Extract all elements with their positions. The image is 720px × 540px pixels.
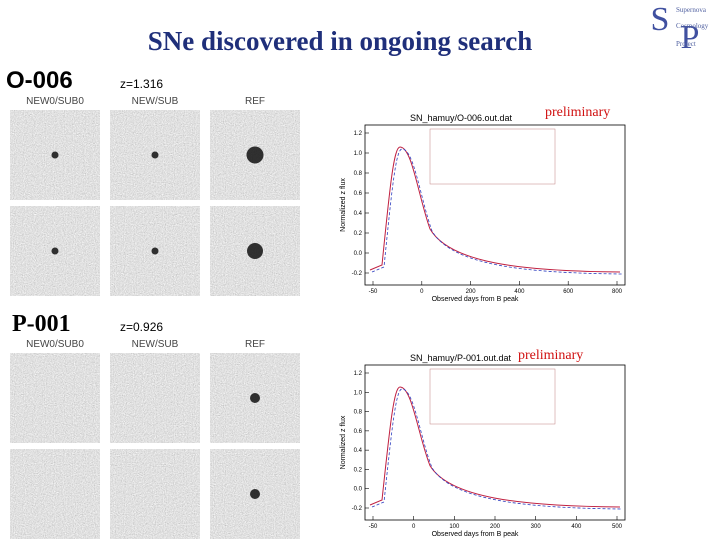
x-tick-label: 400 [571,524,582,530]
y-tick-label: 1.0 [354,151,363,157]
x-axis-label: Observed days from B peak [432,296,519,303]
y-tick-label: 0.6 [354,429,363,435]
x-tick-label: 100 [449,524,460,530]
x-tick-label: 200 [466,289,477,295]
source [250,489,260,499]
y-tick-label: 0.6 [354,191,363,197]
y-tick-label: 0.0 [354,251,363,257]
y-tick-label: 0.4 [354,448,363,454]
logo-mark: P [681,19,700,56]
y-tick-label: 1.2 [354,371,363,377]
fit-curve [371,148,623,275]
y-axis-label: Normalized z flux [340,178,347,232]
x-tick-label: 600 [563,289,574,295]
fit-curve [369,146,621,273]
x-tick-label: 0 [420,289,424,295]
y-tick-label: 1.0 [354,390,363,396]
y-tick-label: -0.2 [352,271,363,277]
redshift: z=1.316 [120,77,163,91]
x-tick-label: -50 [369,289,378,295]
preliminary-stamp: preliminary [518,348,583,363]
logo-word: Cosmology [676,22,709,30]
thumbnail [110,353,200,443]
x-tick-label: -50 [369,524,378,530]
x-tick-label: 200 [490,524,501,530]
column-label: NEW0/SUB0 [26,339,84,350]
column-label: NEW0/SUB0 [26,96,84,107]
column-label: REF [245,339,265,350]
x-tick-label: 0 [412,524,416,530]
logo-word: Supernova [676,6,707,14]
x-tick-label: 500 [612,524,623,530]
y-tick-label: 0.8 [354,410,363,416]
source [247,243,263,259]
preliminary-stamp: preliminary [545,105,610,120]
y-tick-label: 0.8 [354,171,363,177]
logo: S P Supernova Cosmology Project [651,1,709,56]
fit-curve [369,386,621,508]
plot-title: SN_hamuy/P-001.out.dat [410,353,512,363]
source [151,151,159,159]
legend-box [429,368,556,425]
sn-name: O-006 [6,67,73,94]
logo-mark: S [651,1,670,38]
redshift: z=0.926 [120,320,163,334]
y-tick-label: 0.2 [354,231,363,237]
column-label: NEW/SUB [132,96,179,107]
logo-word: Project [676,40,696,48]
thumbnail [110,449,200,539]
thumbnail [10,449,100,539]
plot-frame [364,124,626,286]
source [51,151,59,159]
y-tick-label: 0.0 [354,487,363,493]
y-tick-label: 0.2 [354,467,363,473]
fit-curve [371,388,623,510]
x-tick-label: 800 [612,289,623,295]
y-tick-label: 0.4 [354,211,363,217]
x-tick-label: 300 [531,524,542,530]
source [246,146,264,164]
sn-name: P-001 [12,311,71,337]
plot-title: SN_hamuy/O-006.out.dat [410,113,513,123]
slide-title: SNe discovered in ongoing search [148,26,533,56]
thumbnail [10,353,100,443]
y-tick-label: -0.2 [352,506,363,512]
x-axis-label: Observed days from B peak [432,531,519,538]
legend-box [429,128,556,185]
y-axis-label: Normalized z flux [340,415,347,469]
source [51,247,59,255]
column-label: REF [245,96,265,107]
plot-frame [364,364,626,521]
source [250,393,260,403]
x-tick-label: 400 [514,289,525,295]
column-label: NEW/SUB [132,339,179,350]
y-tick-label: 1.2 [354,131,363,137]
source [151,247,159,255]
